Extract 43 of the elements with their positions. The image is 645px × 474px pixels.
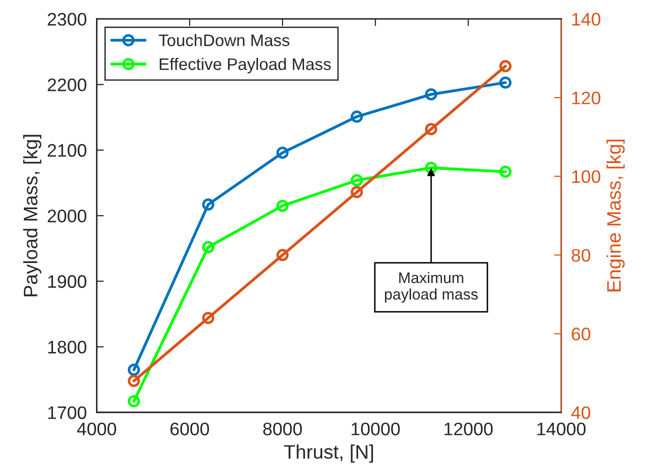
point [202, 198, 214, 211]
point [128, 374, 140, 388]
x-axis-title: Thrust, [N] [284, 444, 373, 463]
point [350, 110, 363, 123]
y-tick-label: 1900 [48, 275, 86, 288]
y2-tick-label: 60 [572, 328, 590, 340]
point [202, 241, 214, 254]
y-tick-label: 2200 [48, 78, 86, 92]
point [350, 174, 363, 186]
point [350, 186, 363, 198]
y2-tick-label: 140 [572, 12, 600, 26]
y2-tick-label: 80 [572, 248, 590, 262]
y-tick-label: 2000 [48, 210, 86, 222]
annotation: Maximum payload mass [384, 272, 478, 303]
y-tick-label: 1800 [48, 340, 86, 354]
point [425, 123, 438, 136]
point [202, 312, 214, 324]
x-tick-label: 14000 [537, 422, 586, 436]
point [128, 364, 140, 376]
x-tick-label: 4000 [77, 422, 116, 436]
point [276, 146, 289, 159]
y2-tick-label: 100 [572, 170, 600, 184]
y-tick-label: 2100 [48, 144, 86, 157]
legend-label: Effective Payload Mass [160, 58, 331, 74]
point [276, 248, 289, 262]
legend-label: TouchDown Mass [158, 34, 290, 46]
point [276, 200, 289, 212]
y-axis-title: Payload Mass, [kg] [23, 134, 42, 296]
point [499, 76, 512, 89]
point [499, 166, 512, 178]
point [425, 88, 438, 100]
point [128, 395, 140, 408]
point [499, 60, 512, 72]
x-tick-label: 6000 [170, 422, 210, 436]
point [425, 162, 438, 174]
y2-tick-label: 120 [572, 92, 600, 104]
x-tick-label: 8000 [263, 422, 302, 436]
y-tick-label: 1700 [48, 406, 86, 420]
y-tick-label: 2300 [48, 12, 86, 26]
y2-tick-label: 40 [571, 406, 590, 420]
x-tick-label: 12000 [444, 422, 493, 436]
y2-axis-title: Engine Mass, [kg] [606, 140, 625, 292]
x-tick-label: 10000 [352, 422, 400, 436]
